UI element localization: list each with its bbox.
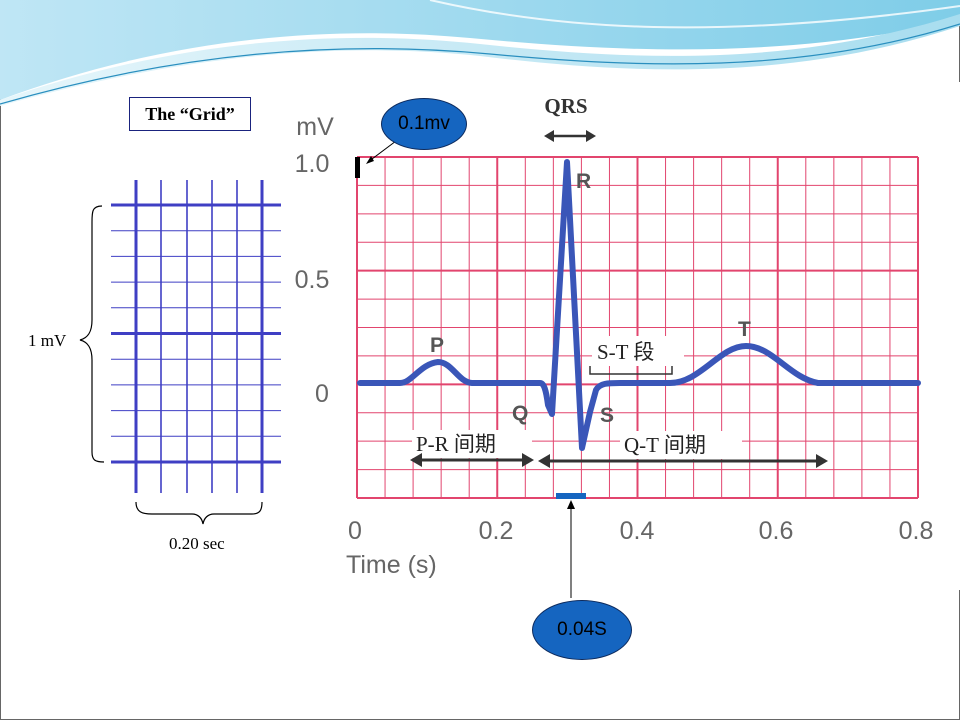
- x-tick-0.4: 0.4: [620, 517, 655, 545]
- st-segment-bracket: [589, 366, 673, 375]
- header-wave-decoration: [0, 0, 960, 106]
- y-unit-label: mV: [296, 113, 334, 141]
- y-tick-1.0: 1.0: [295, 150, 330, 178]
- qt-interval-arrow: [538, 454, 828, 468]
- qt-interval-label: Q-T 间期: [624, 433, 706, 457]
- x-tick-0: 0: [348, 517, 362, 545]
- st-segment-label: S-T 段: [597, 340, 654, 364]
- vertical-brace: [79, 205, 105, 463]
- x-tick-0.8: 0.8: [899, 517, 934, 545]
- time-callout-arrowhead: [567, 500, 575, 509]
- t-wave-label: T: [738, 318, 751, 341]
- time-callout: 0.04S: [532, 600, 632, 660]
- s-wave-label: S: [600, 404, 614, 427]
- grid-title-box: The “Grid”: [129, 97, 251, 131]
- x-axis-label: Time (s): [346, 551, 437, 579]
- time-marker: [556, 493, 586, 499]
- p-wave-label: P: [430, 334, 444, 357]
- r-wave-label: R: [576, 170, 591, 193]
- amplitude-callout-arrowhead: [366, 156, 374, 164]
- grid-amplitude-label: 1 mV: [28, 331, 67, 350]
- qrs-label: QRS: [544, 94, 587, 118]
- x-tick-0.6: 0.6: [759, 517, 794, 545]
- y-tick-0.5: 0.5: [295, 266, 330, 294]
- y-tick-0: 0: [315, 380, 329, 408]
- pr-interval-label: P-R 间期: [416, 432, 496, 456]
- amplitude-callout: 0.1mv: [381, 98, 467, 150]
- amplitude-callout-pointer: [367, 140, 397, 163]
- pr-label-backdrop: [412, 430, 532, 458]
- qrs-interval-arrow: [544, 130, 596, 142]
- x-tick-0.2: 0.2: [479, 517, 514, 545]
- amplitude-marker: [355, 157, 360, 178]
- small-grid-diagram: [111, 180, 281, 493]
- ecg-trace: [357, 159, 921, 451]
- pr-interval-arrow: [410, 453, 534, 467]
- horizontal-brace: [135, 501, 263, 525]
- grid-time-label: 0.20 sec: [169, 534, 225, 553]
- q-wave-label: Q: [512, 402, 528, 425]
- st-label-backdrop: [592, 336, 684, 366]
- qt-label-backdrop: [620, 431, 742, 459]
